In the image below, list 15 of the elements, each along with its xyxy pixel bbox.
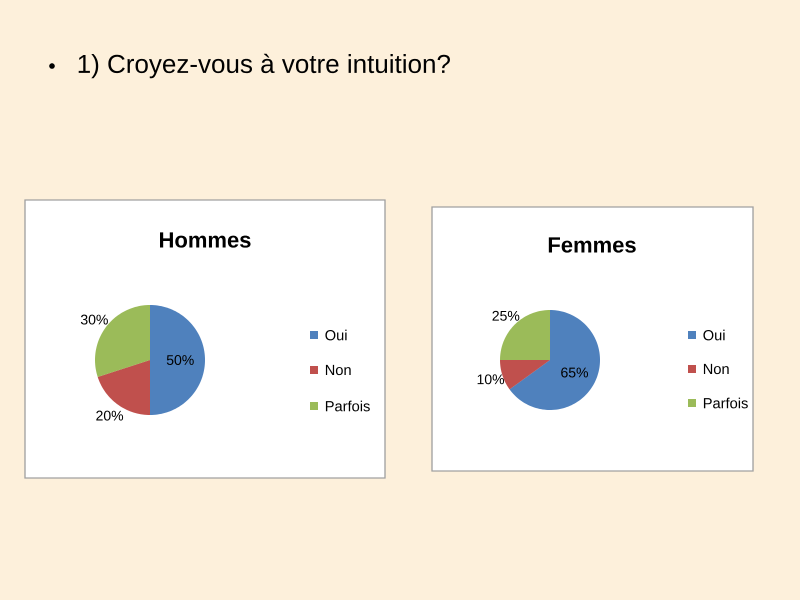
text: 1) Croyez-vous à votre intuition? [78,54,450,78]
data-label: 25% [492,310,520,321]
chart-title: Femmes [548,237,636,253]
legend-label: Non [704,364,729,374]
data-label: 65% [561,368,588,378]
data-label: 20% [96,410,124,421]
legend-label: Parfois [326,400,370,412]
legend-label: Oui [325,330,347,340]
legend-label: Parfois [704,398,748,408]
data-label: 30% [80,314,108,325]
data-label: 10% [478,374,504,384]
legend-label: Oui [703,330,725,340]
legend-label: Non [326,364,351,376]
data-label: 50% [166,355,194,365]
chart-title: Hommes [160,232,251,248]
